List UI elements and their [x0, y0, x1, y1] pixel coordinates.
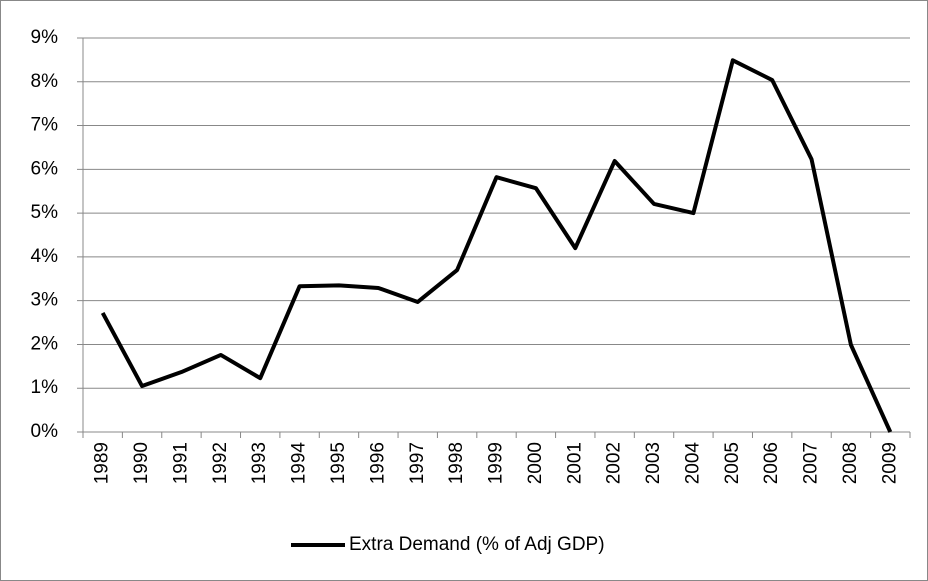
x-tick-label: 2000 — [525, 442, 546, 484]
x-tick-label: 2003 — [643, 442, 664, 484]
y-tick-label: 5% — [31, 202, 59, 223]
x-tick-label: 1996 — [367, 442, 388, 484]
x-tick-label: 2009 — [879, 442, 900, 484]
y-tick-label: 2% — [31, 333, 59, 354]
x-tick-label: 1992 — [210, 442, 231, 484]
x-tick-label: 2001 — [564, 442, 585, 484]
y-tick-label: 7% — [31, 115, 59, 136]
y-tick-label: 8% — [31, 71, 59, 92]
line-series — [100, 58, 893, 433]
x-tick-label: 2005 — [722, 442, 743, 484]
x-tick-label: 2006 — [761, 442, 782, 484]
y-tick-label: 4% — [31, 246, 59, 267]
x-tick-label: 1994 — [289, 442, 310, 485]
y-tick-label: 0% — [31, 421, 59, 442]
x-tick-label: 2008 — [840, 442, 861, 484]
y-tick-label: 9% — [31, 27, 59, 48]
x-tick-label: 2007 — [801, 442, 822, 484]
x-tick-label: 1997 — [407, 442, 428, 484]
x-tick-label: 1999 — [486, 442, 507, 484]
x-tick-label: 1990 — [131, 442, 152, 484]
legend-label: Extra Demand (% of Adj GDP) — [349, 534, 605, 555]
x-tick-label: 1993 — [249, 442, 270, 484]
x-tick-label: 2002 — [604, 442, 625, 484]
x-tick-label: 1991 — [170, 442, 191, 484]
x-tick-label: 1989 — [92, 442, 113, 484]
y-tick-label: 6% — [31, 158, 59, 179]
x-tick-label: 2004 — [682, 442, 703, 485]
y-tick-label: 1% — [31, 377, 59, 398]
x-tick-label: 1995 — [328, 442, 349, 484]
y-tick-label: 3% — [31, 290, 59, 311]
x-tick-label: 1998 — [446, 442, 467, 484]
